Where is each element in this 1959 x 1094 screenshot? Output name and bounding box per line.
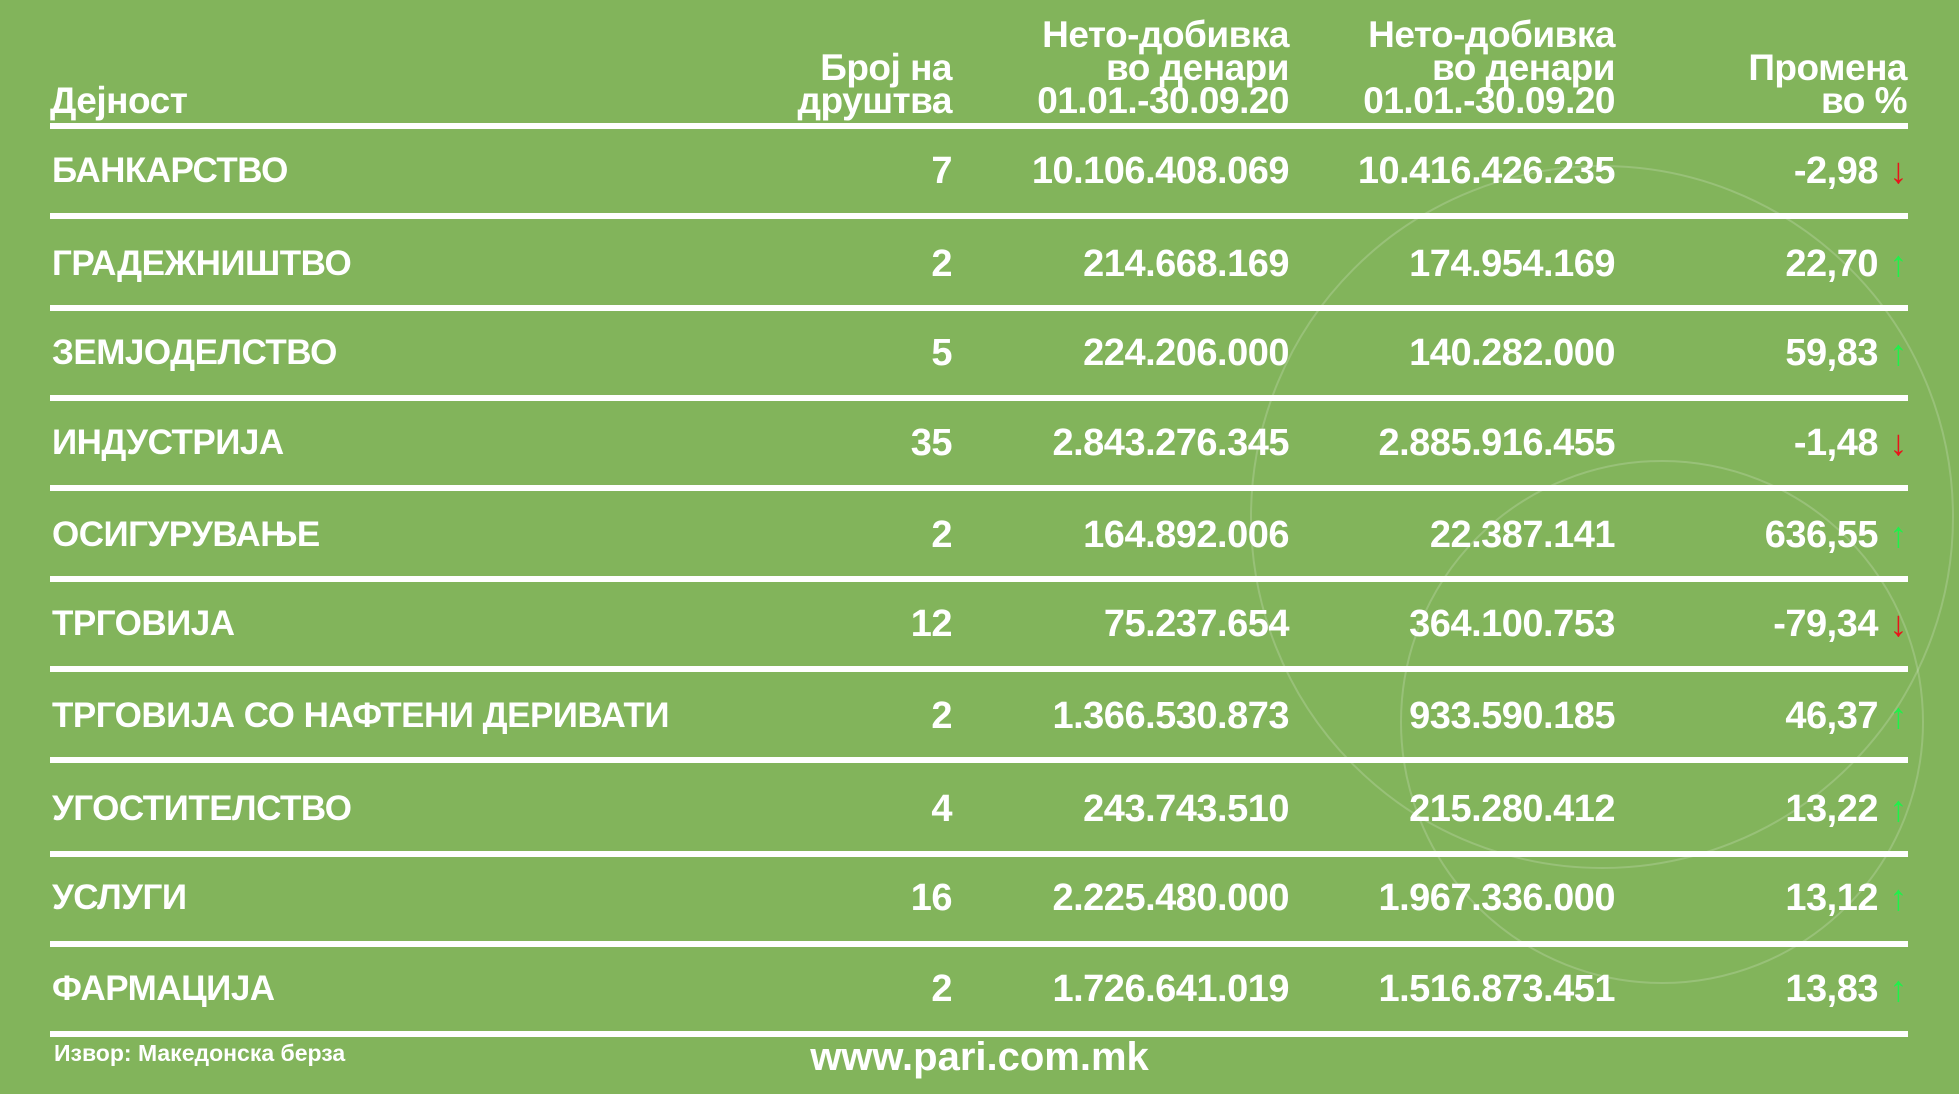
header-change: Промена во % [1748,47,1908,121]
profit-previous: 364.100.753 [1409,603,1615,645]
profit-previous: 1.516.873.451 [1378,968,1615,1010]
profit-previous: 140.282.000 [1409,332,1615,374]
change-percent: -2,98 [1793,150,1879,192]
header-line: Нето-добивка [1368,14,1615,55]
header-line: 01.01.-30.09.20 [1037,80,1289,121]
row-rule [50,941,1908,947]
company-count: 2 [931,695,952,737]
profit-previous: 22.387.141 [1429,514,1616,556]
change-percent: 59,83 [1785,332,1878,374]
header-line: Нето-добивка [1042,14,1289,55]
header-line: 01.01.-30.09.20 [1363,80,1615,121]
header-line: Број на [820,47,952,88]
company-count: 2 [931,243,952,285]
profit-current: 243.743.510 [1083,788,1289,830]
activity-name: УСЛУГИ [52,878,187,917]
company-count: 12 [910,603,953,645]
table-row: ФАРМАЦИЈА 2 1.726.641.019 1.516.873.451 13,8… [0,959,1959,1019]
header-rule [50,123,1908,129]
profit-previous: 2.885.916.455 [1378,422,1615,464]
row-rule [50,1031,1908,1037]
row-rule [50,485,1908,491]
company-count: 35 [910,422,953,464]
profit-previous: 174.954.169 [1409,243,1615,285]
profit-current: 164.892.006 [1083,514,1289,556]
profit-previous: 215.280.412 [1409,788,1615,830]
company-count: 4 [931,788,952,830]
arrow-down-icon: ↓ [1889,422,1908,463]
arrow-up-icon: ↑ [1889,877,1908,918]
profit-current: 2.843.276.345 [1052,422,1289,464]
table-row: ОСИГУРУВАЊЕ 2 164.892.006 22.387.141 636,55 ↑ [0,505,1959,565]
table-row: ИНДУСТРИЈА 35 2.843.276.345 2.885.916.455 -1… [0,413,1959,473]
arrow-up-icon: ↑ [1889,695,1908,736]
profit-previous: 1.967.336.000 [1378,877,1615,919]
activity-name: ИНДУСТРИЈА [52,423,284,462]
change-percent: 13,83 [1785,968,1878,1010]
header-activity: Дејност [50,80,188,121]
table-row: ГРАДЕЖНИШТВО 2 214.668.169 174.954.169 22,70… [0,234,1959,294]
activity-name: ГРАДЕЖНИШТВО [52,244,352,283]
arrow-up-icon: ↑ [1889,332,1908,373]
activity-name: ОСИГУРУВАЊЕ [52,515,320,554]
activity-name: БАНКАРСТВО [52,151,288,190]
row-rule [50,395,1908,401]
row-rule [50,576,1908,582]
profit-previous: 933.590.185 [1409,695,1615,737]
change-percent: 22,70 [1785,243,1878,285]
header-profit-1: Нето-добивка во денари 01.01.-30.09.20 [1037,14,1289,121]
source-note: Извор: Македонска берза [54,1040,346,1066]
row-rule [50,757,1908,763]
profit-current: 224.206.000 [1083,332,1289,374]
arrow-up-icon: ↑ [1889,788,1908,829]
header-count: Број на друштва [797,47,953,121]
header-line: друштва [797,80,953,121]
header-line: Промена [1748,47,1907,88]
table-row: УГОСТИТЕЛСТВО 4 243.743.510 215.280.412 13,2… [0,779,1959,839]
change-percent: 636,55 [1764,514,1879,556]
table-row: БАНКАРСТВО 7 10.106.408.069 10.416.426.235 -… [0,141,1959,201]
profit-previous: 10.416.426.235 [1357,150,1616,192]
table-row: ЗЕМЈОДЕЛСТВО 5 224.206.000 140.282.000 59,83… [0,323,1959,383]
change-percent: -79,34 [1773,603,1878,645]
row-rule [50,213,1908,219]
row-rule [50,305,1908,311]
header-line: во денари [1106,47,1289,88]
activity-name: ФАРМАЦИЈА [52,969,275,1008]
activity-name: УГОСТИТЕЛСТВО [52,789,352,828]
arrow-up-icon: ↑ [1889,243,1908,284]
arrow-down-icon: ↓ [1889,150,1908,191]
profit-current: 2.225.480.000 [1052,877,1289,919]
table-row: ТРГОВИЈА СО НАФТЕНИ ДЕРИВАТИ 2 1.366.530.8… [0,686,1959,746]
company-count: 16 [910,877,953,919]
change-percent: -1,48 [1793,422,1879,464]
header-profit-2: Нето-добивка во денари 01.01.-30.09.20 [1363,14,1615,121]
arrow-up-icon: ↑ [1889,968,1908,1009]
profit-current: 214.668.169 [1083,243,1289,285]
profit-current: 10.106.408.069 [1031,150,1290,192]
activity-name: ЗЕМЈОДЕЛСТВО [52,333,337,372]
company-count: 2 [931,968,952,1010]
company-count: 2 [931,514,952,556]
row-rule [50,851,1908,857]
header-line: во денари [1432,47,1615,88]
arrow-down-icon: ↓ [1889,603,1908,644]
company-count: 7 [931,150,952,192]
table-row: ТРГОВИЈА 12 75.237.654 364.100.753 -79,34 ↓ [0,594,1959,654]
profit-current: 1.366.530.873 [1052,695,1289,737]
activity-name: ТРГОВИЈА СО НАФТЕНИ ДЕРИВАТИ [52,696,670,735]
profit-current: 1.726.641.019 [1052,968,1289,1010]
watermark-circle [1400,460,1924,984]
header-line: во % [1820,80,1908,121]
table-row: УСЛУГИ 16 2.225.480.000 1.967.336.000 13,12 ↑ [0,868,1959,928]
company-count: 5 [931,332,952,374]
activity-name: ТРГОВИЈА [52,604,235,643]
change-percent: 13,22 [1785,788,1878,830]
arrow-up-icon: ↑ [1889,514,1908,555]
site-url[interactable]: www.pari.com.mk [810,1035,1149,1079]
profit-current: 75.237.654 [1103,603,1290,645]
change-percent: 46,37 [1785,695,1878,737]
row-rule [50,666,1908,672]
change-percent: 13,12 [1785,877,1878,919]
